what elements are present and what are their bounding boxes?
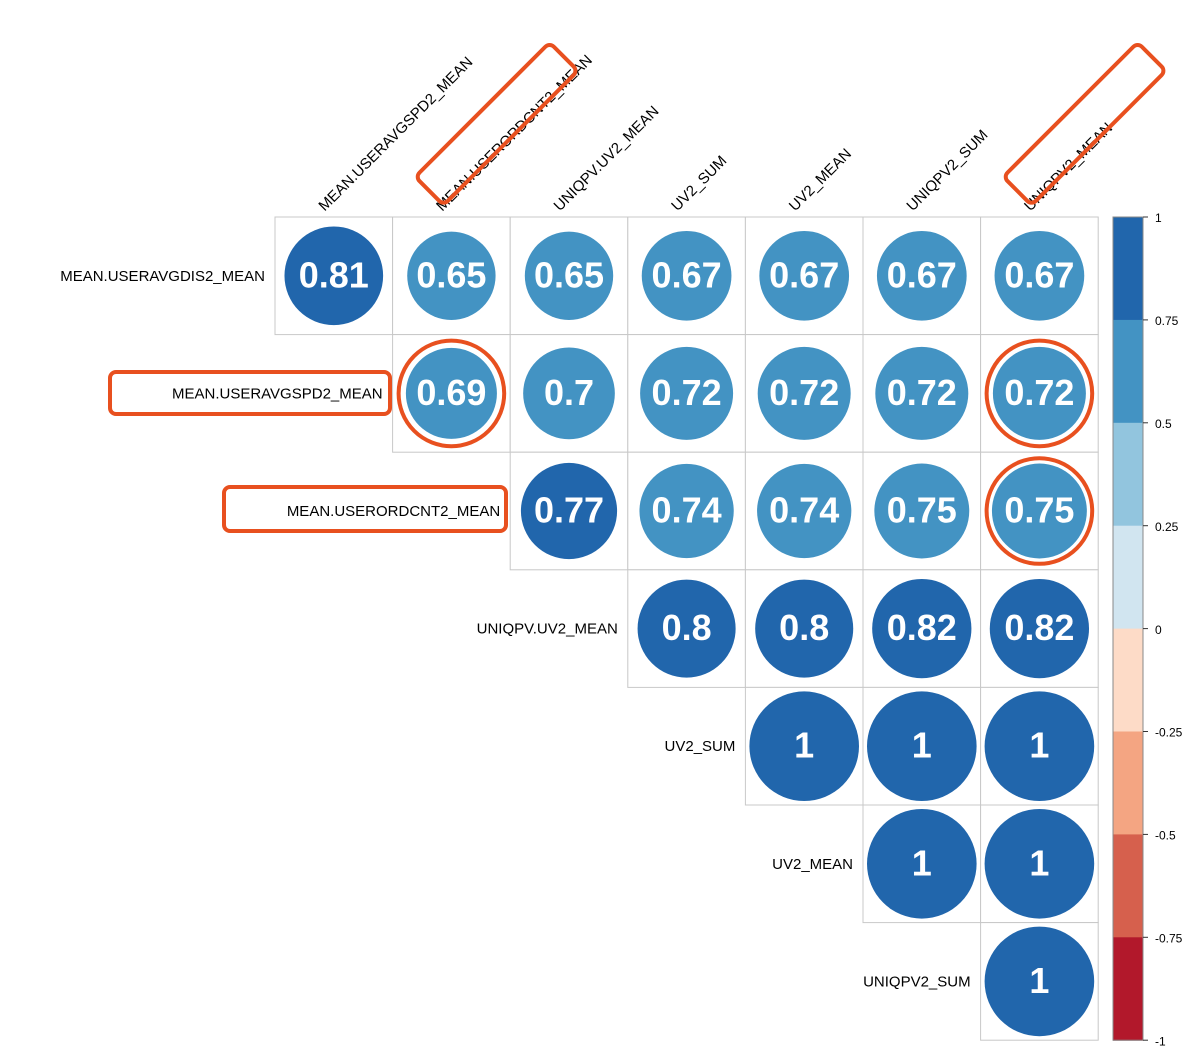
value-label: 1 (1029, 842, 1049, 883)
colorbar-tick-label: -0.25 (1155, 726, 1183, 740)
highlight-ring (984, 456, 1095, 566)
corr-circle (749, 691, 859, 801)
column-label: UV2_SUM (668, 153, 730, 215)
highlight-ring (396, 338, 507, 449)
corr-circle (872, 578, 972, 679)
highlight-box (222, 485, 508, 533)
corr-circle (755, 579, 854, 678)
colorbar-bin (1113, 937, 1143, 1041)
value-label: 0.77 (534, 490, 604, 531)
corr-circle (641, 230, 732, 321)
value-label: 0.8 (779, 607, 829, 648)
highlights (108, 42, 1166, 566)
value-label: 0.75 (887, 490, 957, 531)
highlight-box (415, 42, 578, 205)
column-label: UNIQPV2_SUM (903, 127, 991, 215)
value-label: 0.65 (416, 254, 486, 295)
value-label: 1 (912, 842, 932, 883)
value-label: 0.7 (544, 372, 594, 413)
value-label: 0.69 (416, 372, 486, 413)
colorbar-tick-label: 0.5 (1155, 417, 1172, 431)
highlight-box (1003, 42, 1166, 205)
value-label: 1 (912, 725, 932, 766)
value-label: 0.72 (1004, 372, 1074, 413)
corr-circle (523, 347, 615, 440)
corr-circle (405, 347, 497, 439)
colorbar-tick-label: 0.75 (1155, 314, 1179, 328)
row-label: UV2_SUM (665, 738, 736, 755)
corr-circle (524, 231, 614, 320)
colorbar-tick-label: -1 (1155, 1034, 1166, 1048)
value-label: 0.67 (1004, 254, 1074, 295)
row-label: UNIQPV2_SUM (863, 973, 971, 990)
value-label: 0.67 (769, 254, 839, 295)
row-label: MEAN.USERAVGSPD2_MEAN (172, 385, 383, 402)
corr-circle (407, 231, 496, 320)
corr-circle (639, 463, 734, 559)
corr-circle (875, 346, 969, 440)
value-label: 0.75 (1004, 490, 1074, 531)
highlight-ring (984, 338, 1095, 449)
value-label: 0.72 (652, 372, 722, 413)
colorbar-bin (1113, 834, 1143, 938)
row-label: UNIQPV.UV2_MEAN (477, 621, 618, 638)
row-label: MEAN.USERORDCNT2_MEAN (287, 503, 500, 520)
highlight-box (108, 370, 392, 416)
colorbar-tick-label: -0.5 (1155, 829, 1176, 843)
value-label: 0.82 (1004, 607, 1074, 648)
corr-circle (989, 578, 1090, 679)
colorbar-bin (1113, 628, 1143, 732)
corr-circle (867, 691, 977, 801)
colorbar-tick-label: -0.75 (1155, 931, 1183, 945)
colorbar-bin (1113, 525, 1143, 630)
colorbar-tick-label: 0.25 (1155, 520, 1179, 534)
value-label: 1 (794, 725, 814, 766)
value-label: 0.67 (887, 254, 957, 295)
corr-circle (984, 691, 1095, 801)
row-label: UV2_MEAN (772, 856, 853, 873)
colorbar-tick-label: 0 (1155, 623, 1162, 637)
corr-circle (757, 346, 851, 440)
colorbar-tick-label: 1 (1155, 211, 1162, 225)
corr-circle (867, 809, 977, 919)
colorbar-bin (1113, 217, 1143, 321)
value-label: 0.72 (769, 372, 839, 413)
value-label: 0.65 (534, 254, 604, 295)
corr-circle (640, 346, 734, 440)
corr-circle (759, 230, 850, 321)
value-label: 0.67 (652, 254, 722, 295)
value-label: 0.74 (769, 490, 839, 531)
corr-circle (992, 346, 1086, 440)
corr-circle (994, 230, 1085, 321)
row-label: MEAN.USERAVGDIS2_MEAN (60, 268, 265, 285)
corr-circle (284, 226, 384, 326)
corr-circle (637, 579, 736, 678)
column-label: UV2_MEAN (786, 145, 855, 214)
value-label: 1 (1029, 960, 1049, 1001)
value-label: 1 (1029, 725, 1049, 766)
value-label: 0.74 (652, 490, 722, 531)
colorbar-bin (1113, 731, 1143, 835)
corr-circle (984, 926, 1095, 1037)
colorbar-bin (1113, 422, 1143, 527)
corr-circle (876, 230, 967, 321)
colorbar-bin (1113, 319, 1143, 424)
corr-circle (874, 463, 970, 559)
value-label: 0.8 (662, 607, 712, 648)
corr-circle (757, 463, 852, 559)
corr-circle (520, 462, 618, 560)
corr-circle (984, 809, 1095, 919)
column-label: UNIQPV.UV2_MEAN (551, 103, 663, 215)
value-label: 0.81 (299, 254, 369, 295)
corr-circle (991, 463, 1087, 559)
value-label: 0.72 (887, 372, 957, 413)
value-label: 0.82 (887, 607, 957, 648)
